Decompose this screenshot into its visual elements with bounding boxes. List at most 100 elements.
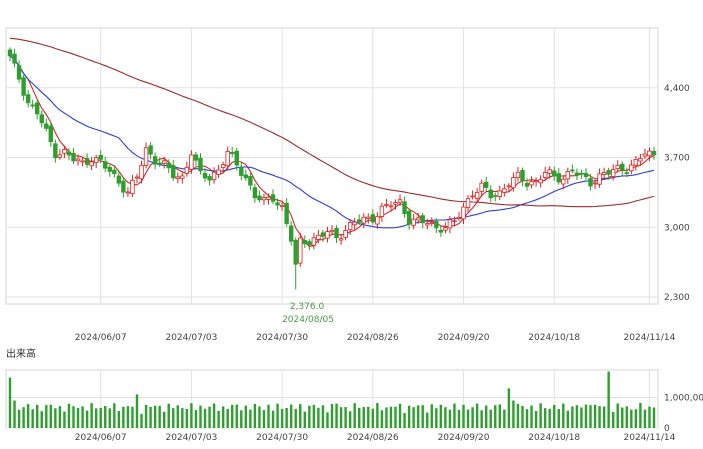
volume-bar: [530, 405, 533, 428]
volume-bar: [494, 405, 497, 428]
volume-bar: [199, 405, 202, 428]
candle-body: [98, 155, 103, 160]
volume-bar: [267, 404, 270, 428]
volume-bar: [276, 403, 279, 428]
candle-body: [298, 237, 303, 264]
candle-body: [434, 220, 439, 229]
candle-body: [347, 222, 353, 231]
candle-body: [638, 158, 643, 162]
volume-bar: [389, 406, 393, 428]
volume-bars: [8, 371, 656, 428]
volume-bar: [308, 405, 311, 428]
volume-bar: [303, 411, 306, 428]
candle-body: [112, 169, 117, 174]
volume-bar: [149, 406, 152, 428]
candle-body: [66, 151, 72, 156]
candle-body: [320, 232, 326, 237]
moving-averages: [9, 37, 655, 247]
volume-bar: [462, 404, 465, 428]
volume-bar: [190, 403, 193, 428]
volume-bar: [40, 411, 43, 428]
volume-bar: [634, 409, 638, 428]
volume-bar: [317, 407, 320, 428]
candle-body: [506, 185, 512, 188]
candle-body: [579, 172, 584, 175]
candle-body: [633, 158, 639, 166]
candle-body: [379, 205, 385, 217]
volume-bar: [76, 407, 80, 428]
volume-bar: [63, 411, 66, 428]
volume-bar: [416, 405, 420, 428]
price-y-tick-label: 2,300: [664, 293, 690, 303]
candle-body: [152, 156, 158, 165]
volume-bar: [13, 400, 16, 428]
volume-bar: [249, 409, 252, 428]
volume-bar: [31, 409, 34, 428]
volume-bar: [611, 411, 615, 428]
candle-body: [284, 202, 289, 224]
volume-bar: [299, 404, 302, 428]
volume-bar: [353, 403, 356, 428]
candle-body: [230, 151, 235, 154]
volume-bar: [221, 406, 225, 428]
price-x-tick-label: 2024/10/18: [528, 333, 580, 343]
candle-body: [307, 241, 312, 246]
candle-body: [343, 230, 348, 238]
volume-bar: [113, 403, 116, 428]
volume-bar: [122, 406, 125, 428]
volume-bar: [521, 405, 524, 428]
price-x-tick-label: 2024/06/07: [75, 333, 127, 343]
volume-bar: [330, 404, 334, 428]
volume-bar: [58, 406, 62, 428]
volume-bar: [94, 408, 98, 428]
candle-body: [180, 175, 185, 179]
volume-bar: [453, 403, 456, 428]
candle-body: [252, 187, 258, 199]
candle-body: [420, 215, 425, 224]
volume-bar: [602, 406, 606, 428]
candle-body: [257, 195, 262, 201]
volume-bar: [367, 406, 370, 428]
candle-body: [225, 151, 230, 167]
candle-body: [202, 172, 208, 179]
candle-body: [565, 171, 571, 180]
volume-title: 出来高: [6, 347, 36, 360]
volume-bar: [403, 412, 406, 428]
volume-bar: [593, 404, 597, 428]
volume-x-tick-label: 2024/08/26: [347, 433, 399, 443]
volume-bar: [326, 412, 329, 428]
candle-body: [148, 145, 153, 155]
candle-body: [220, 164, 226, 169]
low-date-label: 2024/08/05: [282, 315, 334, 325]
volume-bar: [167, 403, 170, 428]
volume-bar: [394, 406, 397, 428]
volume-bar: [571, 406, 574, 428]
price-grid: [5, 27, 659, 305]
candle-body: [357, 219, 362, 223]
candle-body: [121, 180, 126, 193]
candle-body: [642, 153, 648, 157]
candle-body: [329, 230, 335, 233]
low-annotation: 2,376.0 2024/08/05: [282, 302, 334, 325]
volume-bar: [498, 404, 502, 428]
volume-bar: [358, 407, 361, 428]
candle-body: [266, 196, 271, 200]
volume-bar: [17, 409, 21, 428]
volume-bar: [426, 412, 429, 428]
candle-body: [425, 223, 430, 226]
candle-body: [134, 176, 140, 179]
volume-bar: [643, 409, 647, 428]
volume-bar: [639, 402, 642, 428]
volume-bar: [294, 408, 297, 428]
volume-bar: [553, 405, 556, 428]
volume-bar: [543, 408, 547, 428]
candle-body: [7, 49, 13, 57]
volume-bar: [480, 410, 483, 428]
candle-body: [139, 164, 144, 180]
volume-bar: [81, 406, 84, 428]
candle-body: [171, 165, 176, 179]
volume-bar: [534, 410, 538, 428]
candle-body: [552, 170, 557, 177]
price-x-tick-label: 2024/08/26: [347, 333, 399, 343]
candle-body: [606, 169, 611, 175]
